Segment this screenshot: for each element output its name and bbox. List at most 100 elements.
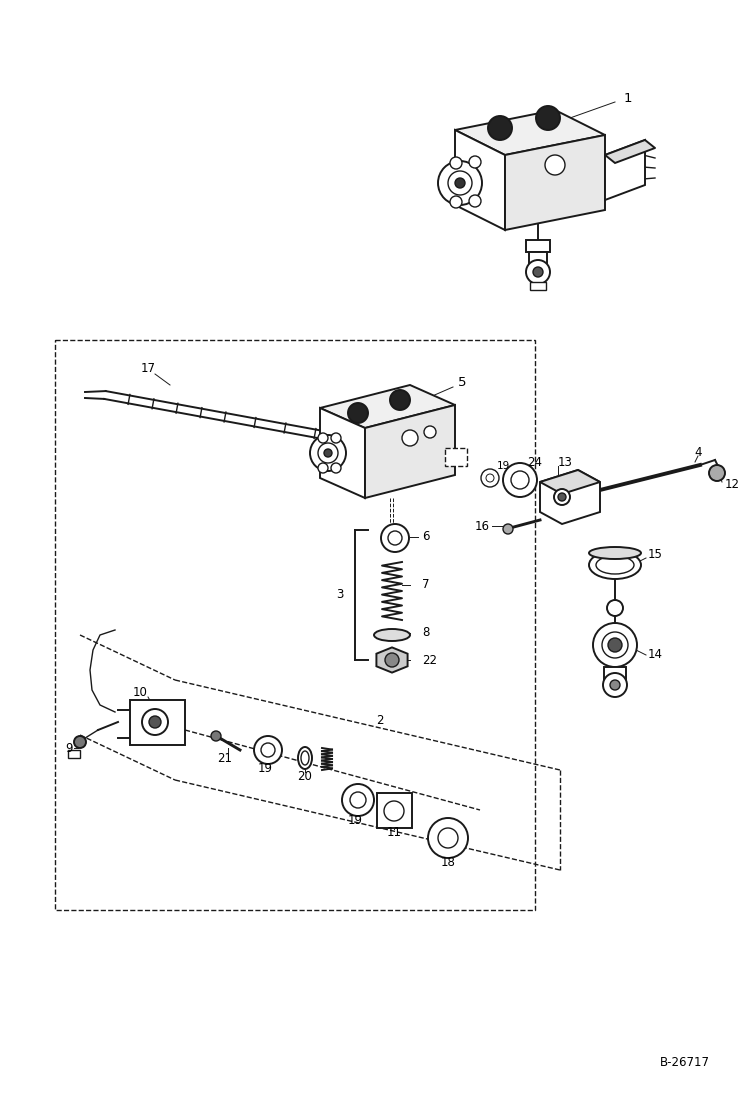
Circle shape: [450, 157, 462, 169]
Text: 10: 10: [133, 686, 148, 699]
Polygon shape: [455, 110, 605, 155]
Text: 22: 22: [422, 654, 437, 667]
Circle shape: [350, 792, 366, 808]
Polygon shape: [455, 131, 505, 230]
Circle shape: [254, 736, 282, 764]
Circle shape: [348, 403, 368, 423]
Circle shape: [211, 731, 221, 740]
Circle shape: [438, 161, 482, 205]
Circle shape: [318, 443, 338, 463]
Circle shape: [450, 196, 462, 208]
Text: 20: 20: [297, 769, 312, 782]
Text: 8: 8: [422, 626, 429, 640]
Circle shape: [342, 784, 374, 816]
Circle shape: [381, 524, 409, 552]
Bar: [529, 252, 547, 265]
Circle shape: [593, 623, 637, 667]
Circle shape: [503, 463, 537, 497]
Circle shape: [397, 442, 413, 459]
Circle shape: [149, 716, 161, 728]
Circle shape: [526, 260, 550, 284]
Text: 18: 18: [440, 856, 455, 869]
Circle shape: [74, 736, 86, 748]
Circle shape: [331, 433, 341, 443]
Text: 9: 9: [65, 742, 73, 755]
Circle shape: [455, 178, 465, 188]
Text: 7: 7: [422, 578, 429, 591]
Bar: [377, 793, 412, 828]
Circle shape: [318, 433, 328, 443]
Ellipse shape: [589, 547, 641, 559]
Polygon shape: [540, 470, 600, 524]
Circle shape: [469, 195, 481, 207]
Circle shape: [402, 430, 418, 446]
Text: 6: 6: [422, 531, 429, 543]
Polygon shape: [540, 470, 600, 494]
Bar: [445, 448, 467, 466]
Bar: [530, 282, 546, 290]
Text: 11: 11: [386, 826, 401, 839]
Ellipse shape: [298, 747, 312, 769]
Polygon shape: [377, 647, 407, 672]
Circle shape: [385, 653, 399, 667]
Circle shape: [709, 465, 725, 480]
Circle shape: [331, 463, 341, 473]
Text: 17: 17: [141, 362, 156, 374]
Circle shape: [602, 632, 628, 658]
Bar: [604, 667, 626, 679]
Text: 14: 14: [648, 648, 663, 661]
Polygon shape: [365, 405, 455, 498]
Circle shape: [261, 743, 275, 757]
Circle shape: [469, 156, 481, 168]
Text: 2: 2: [376, 713, 383, 726]
Polygon shape: [320, 385, 455, 428]
Circle shape: [511, 471, 529, 489]
Text: 24: 24: [527, 455, 542, 468]
Text: 19: 19: [497, 461, 509, 471]
Circle shape: [603, 672, 627, 697]
Text: 3: 3: [336, 588, 344, 601]
Circle shape: [390, 391, 410, 410]
Circle shape: [384, 801, 404, 821]
Text: 16: 16: [475, 520, 490, 533]
Circle shape: [324, 449, 332, 457]
Bar: [130, 700, 185, 745]
Circle shape: [554, 489, 570, 505]
Polygon shape: [320, 408, 365, 498]
Ellipse shape: [589, 551, 641, 579]
Text: 1: 1: [624, 91, 632, 104]
Circle shape: [488, 116, 512, 140]
Ellipse shape: [374, 629, 410, 641]
Circle shape: [610, 680, 620, 690]
Circle shape: [607, 600, 623, 617]
Ellipse shape: [301, 751, 309, 765]
Circle shape: [142, 709, 168, 735]
Bar: [55, 340, 535, 911]
Polygon shape: [605, 140, 655, 163]
Text: 15: 15: [648, 548, 663, 562]
Text: 21: 21: [217, 751, 232, 765]
Text: B-26717: B-26717: [660, 1055, 710, 1068]
Polygon shape: [605, 140, 645, 200]
Circle shape: [608, 638, 622, 652]
Text: 19: 19: [258, 761, 273, 774]
Circle shape: [310, 436, 346, 471]
Circle shape: [545, 155, 565, 176]
Text: 4: 4: [694, 445, 702, 459]
Circle shape: [388, 531, 402, 545]
Circle shape: [424, 426, 436, 438]
Circle shape: [503, 524, 513, 534]
Circle shape: [448, 171, 472, 195]
Polygon shape: [505, 135, 605, 230]
Circle shape: [428, 818, 468, 858]
Ellipse shape: [596, 556, 634, 574]
Text: 13: 13: [558, 455, 573, 468]
Text: 19: 19: [348, 814, 363, 826]
Circle shape: [318, 463, 328, 473]
Circle shape: [486, 474, 494, 482]
Circle shape: [536, 106, 560, 131]
Circle shape: [533, 267, 543, 278]
Circle shape: [558, 493, 566, 501]
Circle shape: [438, 828, 458, 848]
Bar: [526, 240, 550, 252]
